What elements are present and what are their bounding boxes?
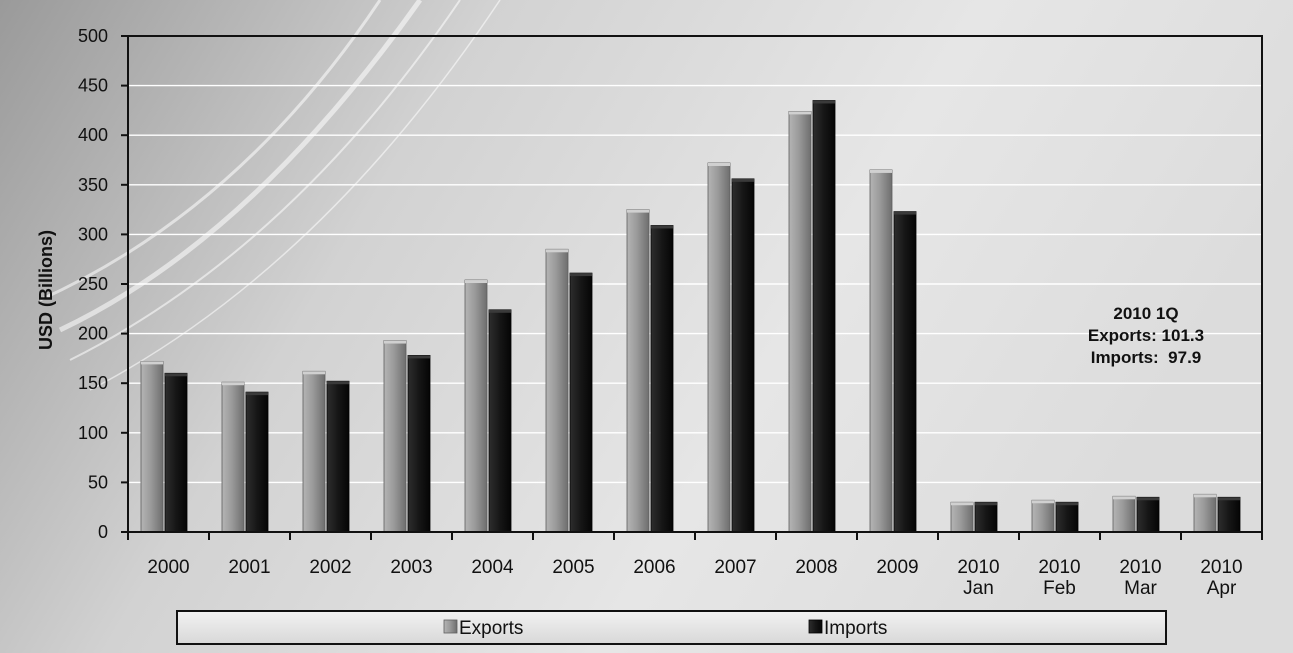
bar-exports-11 xyxy=(1031,499,1055,533)
x-tick-label: 2009 xyxy=(876,557,918,578)
bar-imports-9 xyxy=(893,211,917,533)
bar-imports-7 xyxy=(731,178,755,533)
bar-imports-2 xyxy=(326,380,350,533)
bar-imports-13 xyxy=(1217,496,1241,533)
bar-imports-12 xyxy=(1136,496,1160,533)
y-tick-label: 100 xyxy=(78,423,108,443)
bar-exports-12 xyxy=(1112,495,1136,533)
legend-label: Exports xyxy=(459,618,523,639)
bar-exports-1 xyxy=(221,381,245,533)
x-tick-label: 2006 xyxy=(633,557,675,578)
bar-imports-3 xyxy=(407,355,431,533)
x-tick-labels: 2000 2001 2002 2003 2004 2005 2006 2007 2008 2009… xyxy=(147,557,1242,599)
bar-imports-6 xyxy=(650,225,674,533)
bar-exports-5 xyxy=(545,248,569,533)
y-tick-label: 150 xyxy=(78,373,108,393)
x-tick-label: 2010 Feb xyxy=(1038,557,1080,599)
bar-exports-8 xyxy=(788,110,812,533)
bar-imports-0 xyxy=(164,372,188,533)
x-tick-label: 2008 xyxy=(795,557,837,578)
x-tick-label: 2010 Mar xyxy=(1119,557,1161,599)
y-tick-label: 50 xyxy=(88,472,108,492)
y-tick-label: 250 xyxy=(78,274,108,294)
bar-exports-0 xyxy=(140,360,164,533)
y-axis-label: USD (Billions) xyxy=(36,230,56,350)
bars xyxy=(140,100,1241,533)
annotation-2010-1q: 2010 1Q Exports: 101.3 Imports: 97.9 xyxy=(1088,304,1204,367)
y-tick-label: 300 xyxy=(78,224,108,244)
x-tick-label: 2003 xyxy=(390,557,432,578)
y-tick-label: 500 xyxy=(78,26,108,46)
y-tick-label: 0 xyxy=(98,522,108,542)
legend-swatch xyxy=(808,619,823,634)
x-tick-label: 2000 xyxy=(147,557,189,578)
bar-exports-10 xyxy=(950,501,974,533)
background-swooshes xyxy=(39,0,501,391)
x-tick-label: 2010 Jan xyxy=(957,557,999,599)
y-tick-labels: 0 50 100 150 200 250 300 350 400 450 500 xyxy=(78,26,108,542)
legend-item-imports: Imports xyxy=(808,618,887,639)
bar-imports-8 xyxy=(812,100,836,533)
x-tick-label: 2001 xyxy=(228,557,270,578)
bar-exports-7 xyxy=(707,162,731,533)
x-tick-label: 2004 xyxy=(471,557,514,578)
bar-exports-3 xyxy=(383,340,407,533)
bar-exports-9 xyxy=(869,169,893,533)
legend-item-exports: Exports xyxy=(443,618,523,639)
y-tick-label: 350 xyxy=(78,175,108,195)
bar-imports-11 xyxy=(1055,501,1079,533)
bar-exports-13 xyxy=(1193,493,1217,533)
axes xyxy=(121,35,1263,540)
x-tick-label: 2002 xyxy=(309,557,351,578)
bar-exports-6 xyxy=(626,209,650,533)
y-tick-label: 450 xyxy=(78,76,108,96)
bar-imports-4 xyxy=(488,309,512,533)
legend: Exports Imports xyxy=(176,610,1167,645)
bar-exports-4 xyxy=(464,279,488,533)
annotation-text: 2010 1Q Exports: 101.3 Imports: 97.9 xyxy=(1088,304,1204,367)
bar-exports-2 xyxy=(302,370,326,533)
x-tick-label: 2010 Apr xyxy=(1200,557,1242,599)
legend-box xyxy=(176,610,1167,645)
legend-label: Imports xyxy=(824,618,887,639)
bar-imports-5 xyxy=(569,272,593,533)
y-tick-label: 400 xyxy=(78,125,108,145)
bar-imports-1 xyxy=(245,391,269,533)
x-tick-label: 2005 xyxy=(552,557,594,578)
x-tick-label: 2007 xyxy=(714,557,756,578)
legend-swatch xyxy=(443,619,458,634)
bar-imports-10 xyxy=(974,501,998,533)
y-tick-label: 200 xyxy=(78,324,108,344)
